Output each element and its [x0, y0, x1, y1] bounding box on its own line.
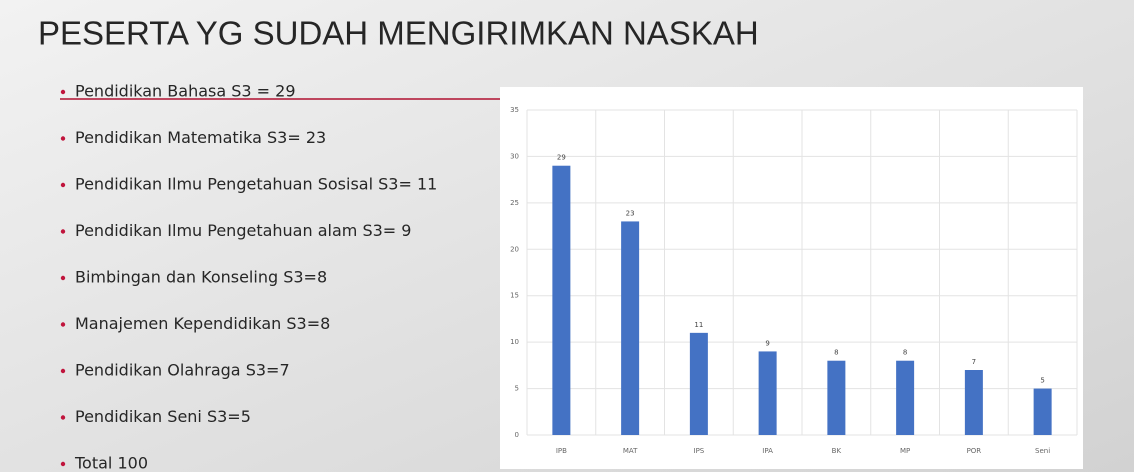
bullet-dot [60, 136, 66, 141]
bar [689, 332, 708, 435]
y-tick-label: 5 [515, 385, 519, 393]
y-tick-label: 25 [510, 199, 519, 207]
y-tick-label: 0 [515, 431, 519, 439]
x-tick-label: POR [967, 447, 982, 455]
data-label: 9 [765, 339, 769, 347]
slide-title: PESERTA YG SUDAH MENGIRIMKAN NASKAH [38, 15, 759, 52]
x-tick-label: IPA [762, 447, 773, 455]
bullet-text: Bimbingan dan Konseling S3=8 [75, 268, 327, 287]
x-tick-label: BK [832, 447, 842, 455]
data-label: 11 [694, 321, 703, 329]
data-label: 29 [557, 154, 566, 162]
bar [1033, 388, 1052, 435]
y-tick-label: 30 [510, 152, 519, 160]
x-tick-label: Seni [1035, 447, 1050, 455]
bar [827, 360, 846, 435]
bar [896, 360, 915, 435]
x-tick-label: MP [900, 447, 910, 455]
bar [621, 221, 640, 435]
bullet-text: Pendidikan Ilmu Pengetahuan Sosisal S3= … [75, 175, 437, 194]
bullet-dot [60, 182, 66, 188]
data-label: 8 [903, 349, 907, 357]
bullet-text: Pendidikan Bahasa S3 = 29 [75, 82, 296, 101]
bullet-text: Pendidikan Matematika S3= 23 [75, 128, 326, 147]
bar [964, 370, 983, 435]
bullet-dot [60, 415, 66, 420]
data-label: 23 [626, 209, 635, 217]
y-tick-label: 15 [510, 292, 519, 300]
bullet-text: Pendidikan Ilmu Pengetahuan alam S3= 9 [75, 221, 411, 240]
bullet-text: Pendidikan Olahraga S3=7 [75, 361, 290, 380]
bullet-dot [60, 89, 66, 95]
x-tick-label: MAT [623, 447, 638, 455]
data-label: 8 [834, 349, 838, 357]
chart: 0 5 10 15 20 25 30 35 IPB 29 MAT 23 IPS 11 IPA 9 BK 8 MP 8 P… [510, 106, 1078, 455]
chart-box [500, 87, 1083, 469]
bullet-dot [60, 322, 66, 327]
data-label: 5 [1040, 377, 1044, 385]
y-tick-label: 35 [510, 106, 519, 114]
x-tick-label: IPS [694, 447, 705, 455]
bullet-text: Total 100 [74, 454, 148, 473]
bullet-dot [60, 275, 66, 281]
bullet-list: Pendidikan Bahasa S3 = 29 Pendidikan Mate… [60, 82, 437, 473]
x-tick-label: IPB [556, 447, 567, 455]
bullet-dot [60, 229, 66, 234]
bullet-dot [60, 368, 66, 374]
y-tick-label: 10 [510, 338, 519, 346]
bullet-dot [60, 461, 66, 467]
y-tick-label: 20 [510, 245, 519, 253]
bar [758, 351, 777, 435]
bullet-text: Manajemen Kependidikan S3=8 [75, 314, 330, 333]
bar [552, 165, 571, 435]
data-label: 7 [972, 358, 976, 366]
bullet-text: Pendidikan Seni S3=5 [75, 407, 251, 426]
